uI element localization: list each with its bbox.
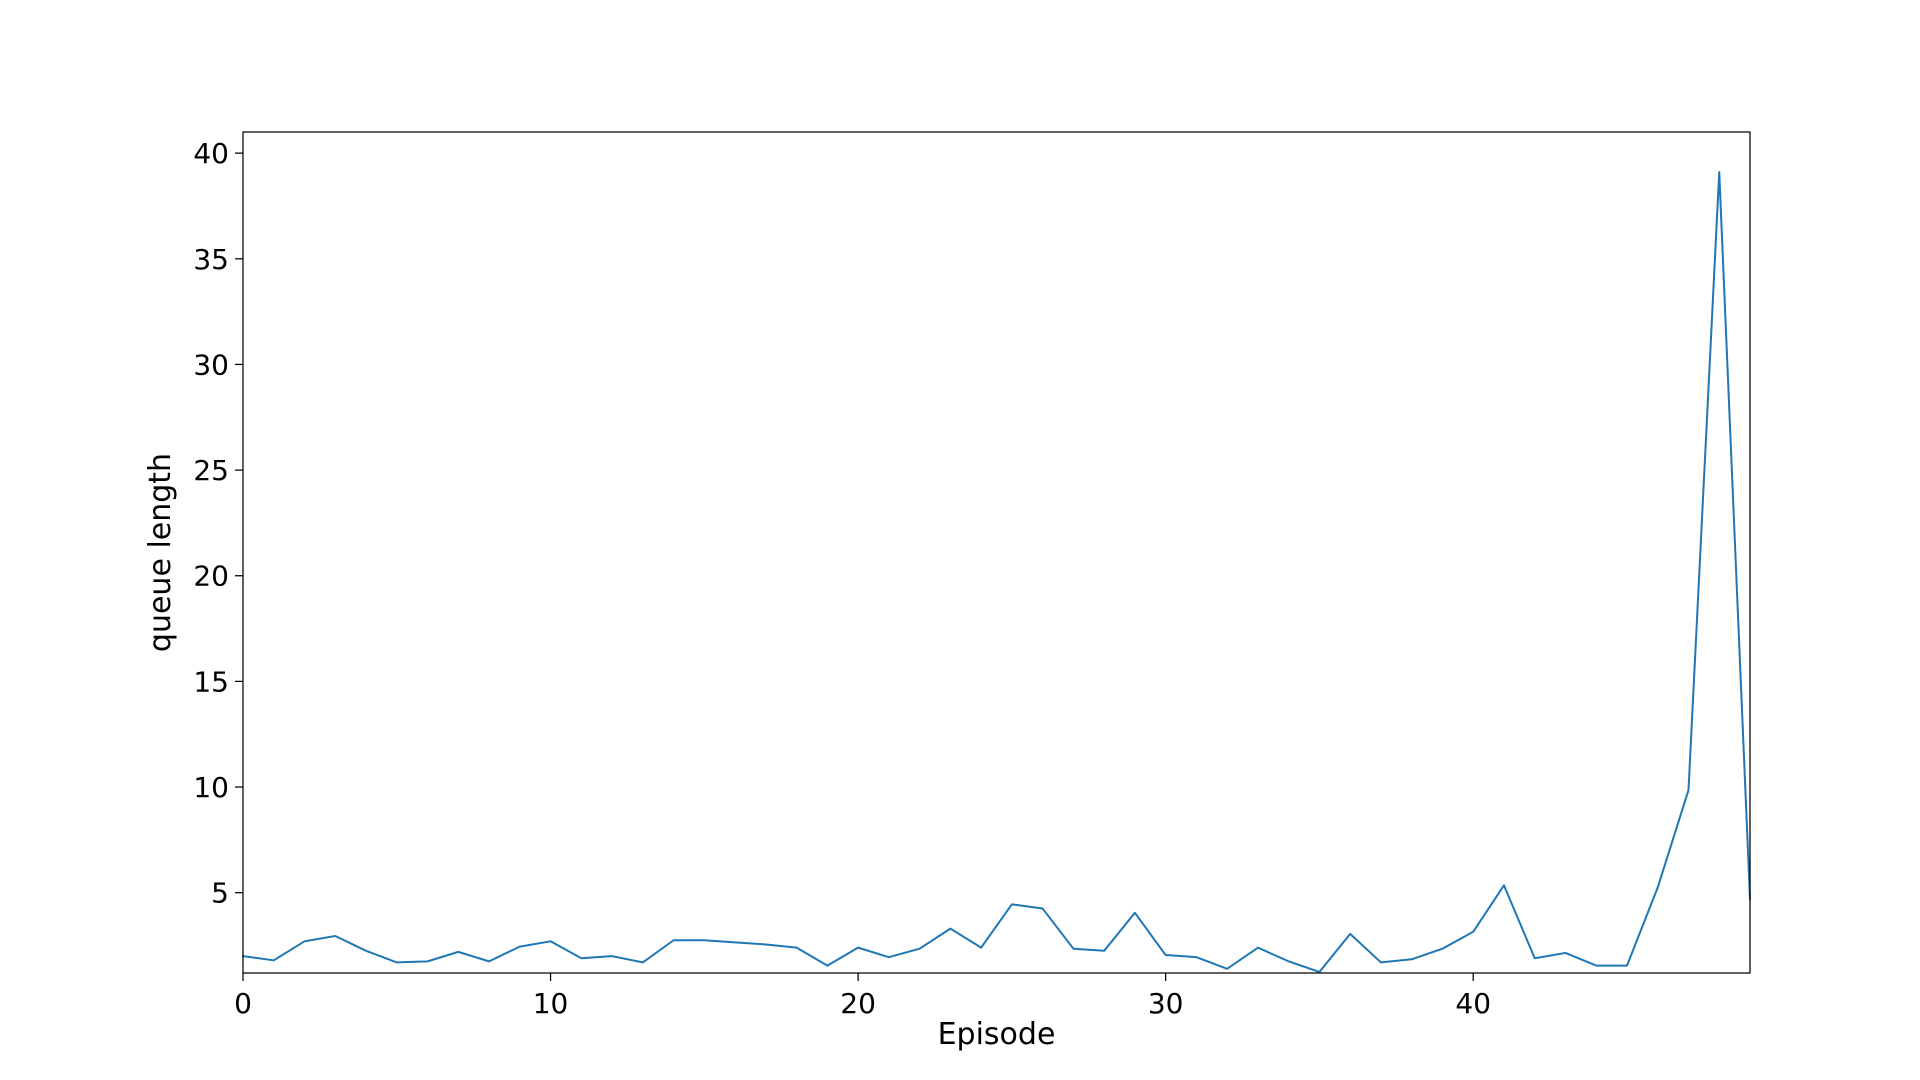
series-line bbox=[242, 171, 1751, 973]
x-axis-ticks: 0 10 20 30 40 bbox=[234, 973, 1491, 1020]
series-layer bbox=[242, 171, 1751, 973]
x-tick-label: 0 bbox=[234, 987, 252, 1020]
plot-frame bbox=[242, 131, 1751, 974]
x-tick-label: 40 bbox=[1455, 987, 1491, 1020]
x-axis-label: Episode bbox=[938, 1017, 1056, 1052]
x-tick-label: 20 bbox=[840, 987, 876, 1020]
y-tick-label: 5 bbox=[211, 877, 229, 910]
y-tick-label: 35 bbox=[193, 243, 229, 276]
y-axis-label: queue length bbox=[143, 453, 178, 652]
x-tick-label: 30 bbox=[1148, 987, 1184, 1020]
x-tick-label: 10 bbox=[533, 987, 569, 1020]
y-tick-label: 40 bbox=[193, 137, 229, 170]
y-tick-label: 10 bbox=[193, 771, 229, 804]
y-axis-ticks: 5 10 15 20 25 30 35 40 bbox=[193, 137, 243, 910]
y-tick-label: 25 bbox=[193, 454, 229, 487]
y-tick-label: 20 bbox=[193, 560, 229, 593]
y-tick-label: 15 bbox=[193, 665, 229, 698]
y-tick-label: 30 bbox=[193, 348, 229, 381]
